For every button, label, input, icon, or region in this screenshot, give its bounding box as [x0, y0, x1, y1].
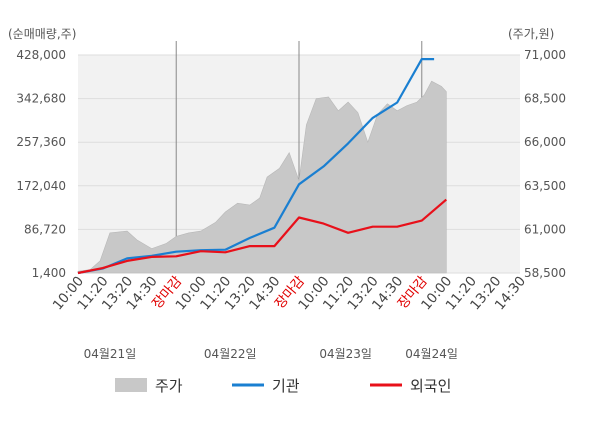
date-label: 04월22일	[204, 347, 257, 361]
date-label: 04월21일	[84, 347, 137, 361]
foreign-line	[77, 198, 448, 275]
left-tick-label: 172,040	[16, 179, 66, 193]
left-tick-label: 428,000	[16, 48, 66, 62]
legend-price-swatch	[115, 378, 147, 392]
legend-foreign-label: 외국인	[410, 377, 451, 395]
institution-line	[77, 57, 435, 275]
date-labels: 04월21일 04월22일 04월23일 04월24일	[84, 347, 458, 361]
date-label: 04월24일	[405, 347, 458, 361]
date-label: 04월23일	[319, 347, 372, 361]
left-axis: 428,000 342,680 257,360 172,040 86,720 1,400	[16, 48, 66, 280]
legend: 주가 기관 외국인	[115, 377, 451, 395]
right-axis: 71,000 68,500 66,000 63,500 61,000 58,500	[524, 48, 566, 280]
left-axis-unit: (순매매량,주)	[8, 27, 76, 41]
line-series	[77, 57, 448, 275]
left-tick-label: 257,360	[16, 135, 66, 149]
right-tick-label: 63,500	[524, 179, 566, 193]
right-tick-label: 61,000	[524, 222, 566, 236]
price-area	[77, 80, 447, 274]
left-tick-label: 1,400	[32, 266, 66, 280]
right-tick-label: 68,500	[524, 92, 566, 106]
left-tick-label: 86,720	[24, 222, 66, 236]
left-tick-label: 342,680	[16, 92, 66, 106]
price-series	[77, 80, 447, 274]
right-tick-label: 66,000	[524, 135, 566, 149]
right-tick-label: 58,500	[524, 266, 566, 280]
legend-institution-label: 기관	[272, 377, 300, 395]
legend-price-label: 주가	[155, 377, 183, 395]
x-axis: 10:0011:2013:2014:30장마감10:0011:2013:2014…	[50, 273, 529, 313]
right-axis-unit: (주가,원)	[508, 27, 554, 41]
right-tick-label: 71,000	[524, 48, 566, 62]
